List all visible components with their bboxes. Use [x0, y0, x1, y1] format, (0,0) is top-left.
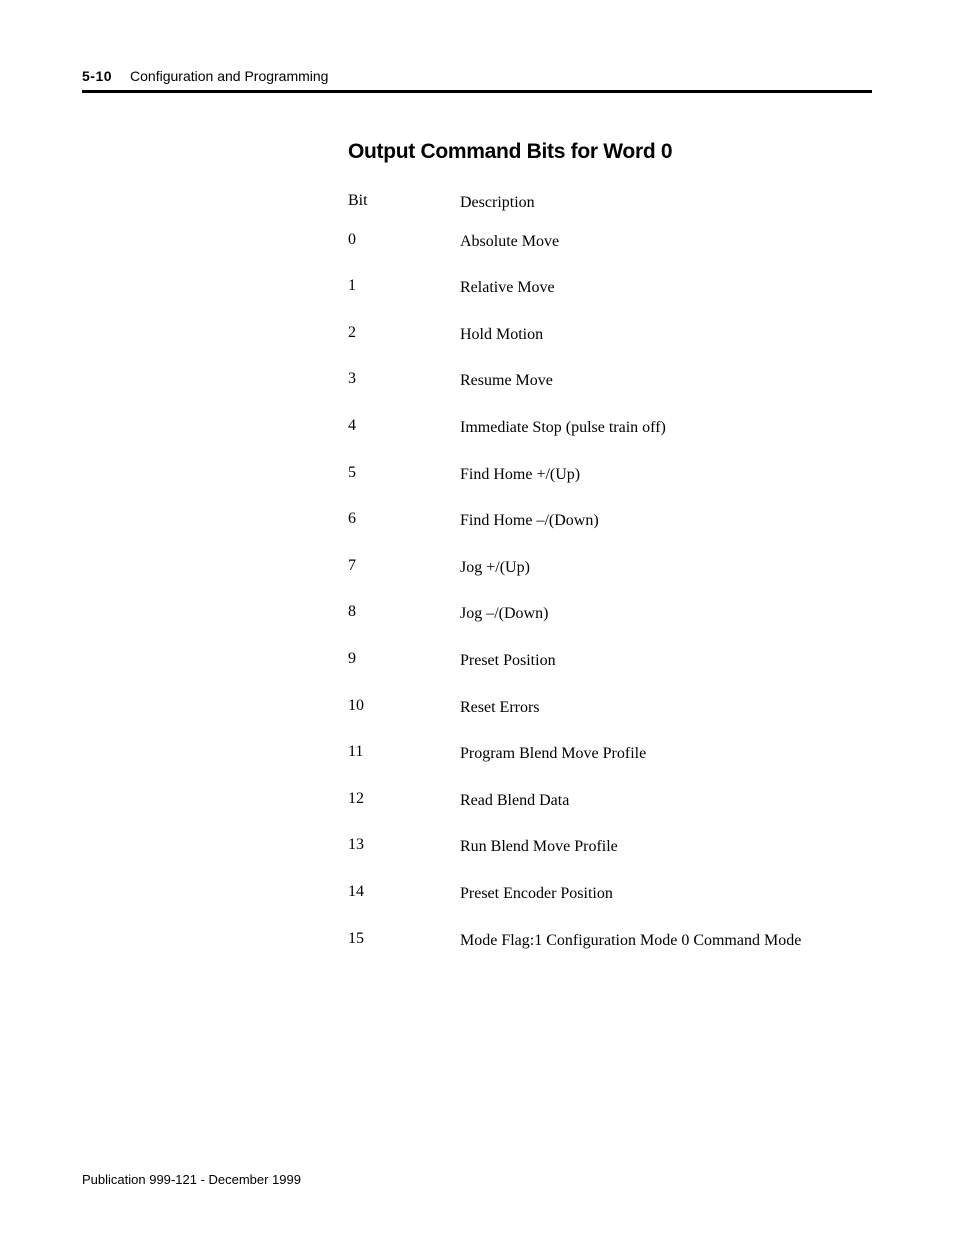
table-row: 3 Resume Move	[348, 370, 834, 392]
cell-bit: 2	[348, 324, 460, 342]
cell-bit: 7	[348, 557, 460, 575]
table-row: 7 Jog +/(Up)	[348, 557, 834, 579]
cell-desc: Program Blend Move Profile	[460, 743, 834, 765]
table-row: 6 Find Home –/(Down)	[348, 510, 834, 532]
cell-bit: 13	[348, 836, 460, 854]
table-row: 8 Jog –/(Down)	[348, 603, 834, 625]
cell-bit: 3	[348, 370, 460, 388]
cell-desc: Absolute Move	[460, 231, 834, 253]
cell-desc: Read Blend Data	[460, 790, 834, 812]
cell-desc: Relative Move	[460, 277, 834, 299]
cell-bit: 11	[348, 743, 460, 761]
table-row: 15 Mode Flag:1 Configuration Mode 0 Comm…	[348, 930, 834, 952]
cell-desc: Immediate Stop (pulse train off)	[460, 417, 834, 439]
table-row: 10 Reset Errors	[348, 697, 834, 719]
cell-bit: 10	[348, 697, 460, 715]
header-title: Configuration and Programming	[130, 68, 328, 84]
cell-bit: 0	[348, 231, 460, 249]
cell-bit: 15	[348, 930, 460, 948]
cell-desc: Preset Encoder Position	[460, 883, 834, 905]
cell-desc: Resume Move	[460, 370, 834, 392]
table-header-row: Bit Description	[348, 192, 834, 214]
cell-bit: 12	[348, 790, 460, 808]
table-row: 0 Absolute Move	[348, 231, 834, 253]
table-row: 1 Relative Move	[348, 277, 834, 299]
table-row: 13 Run Blend Move Profile	[348, 836, 834, 858]
cell-desc: Jog +/(Up)	[460, 557, 834, 579]
cell-bit: 9	[348, 650, 460, 668]
cell-bit: 5	[348, 464, 460, 482]
table-row: 12 Read Blend Data	[348, 790, 834, 812]
cell-desc: Jog –/(Down)	[460, 603, 834, 625]
bits-table: Bit Description 0 Absolute Move 1 Relati…	[348, 192, 834, 976]
col-header-bit: Bit	[348, 192, 460, 210]
page-number: 5-10	[82, 68, 112, 84]
section-title: Output Command Bits for Word 0	[348, 140, 672, 164]
table-row: 2 Hold Motion	[348, 324, 834, 346]
col-header-desc: Description	[460, 192, 834, 214]
cell-desc: Preset Position	[460, 650, 834, 672]
page-footer: Publication 999-121 - December 1999	[82, 1172, 301, 1187]
cell-desc: Mode Flag:1 Configuration Mode 0 Command…	[460, 930, 834, 952]
cell-desc: Reset Errors	[460, 697, 834, 719]
cell-desc: Hold Motion	[460, 324, 834, 346]
cell-bit: 1	[348, 277, 460, 295]
table-row: 5 Find Home +/(Up)	[348, 464, 834, 486]
cell-bit: 14	[348, 883, 460, 901]
cell-desc: Find Home –/(Down)	[460, 510, 834, 532]
page-header: 5-10 Configuration and Programming	[82, 68, 872, 84]
table-row: 9 Preset Position	[348, 650, 834, 672]
cell-desc: Find Home +/(Up)	[460, 464, 834, 486]
cell-desc: Run Blend Move Profile	[460, 836, 834, 858]
table-row: 11 Program Blend Move Profile	[348, 743, 834, 765]
cell-bit: 4	[348, 417, 460, 435]
cell-bit: 8	[348, 603, 460, 621]
header-rule	[82, 90, 872, 93]
table-row: 4 Immediate Stop (pulse train off)	[348, 417, 834, 439]
table-row: 14 Preset Encoder Position	[348, 883, 834, 905]
cell-bit: 6	[348, 510, 460, 528]
